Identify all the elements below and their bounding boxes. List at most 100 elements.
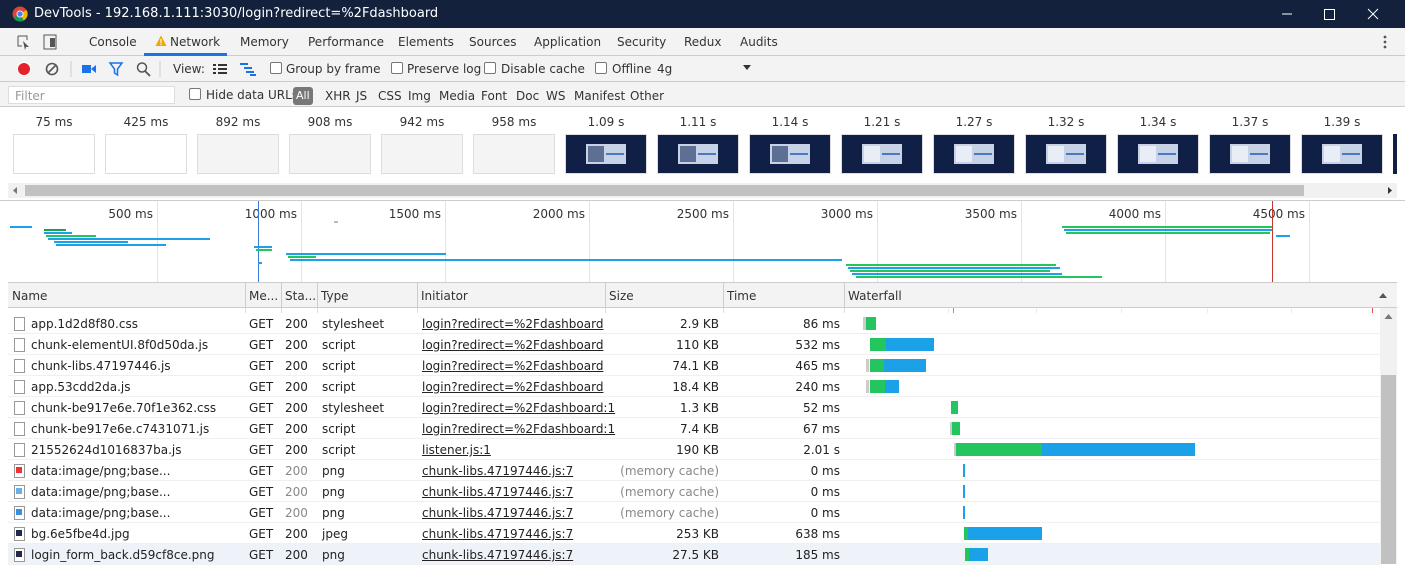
request-type: script	[322, 422, 356, 436]
request-name[interactable]: chunk-be917e6e.70f1e362.css	[31, 401, 217, 415]
preserve-log-label[interactable]: Preserve log	[407, 62, 482, 76]
filter-type[interactable]: Other	[630, 89, 665, 103]
scroll-up[interactable]	[1381, 311, 1396, 321]
tab[interactable]: Console	[89, 35, 137, 49]
filter-placeholder[interactable]: Filter	[15, 89, 45, 103]
table-row[interactable]	[8, 334, 1380, 355]
column-header[interactable]: Sta...	[285, 289, 317, 303]
filter-all[interactable]: All	[293, 87, 313, 105]
request-initiator[interactable]: login?redirect=%2Fdashboard	[422, 359, 604, 373]
tab[interactable]: Network	[170, 35, 221, 49]
filter-type[interactable]: WS	[546, 89, 566, 103]
frame-thumbnail[interactable]	[13, 134, 95, 174]
waterfall-bar	[954, 443, 956, 456]
frame-thumbnail[interactable]	[197, 134, 279, 174]
request-initiator[interactable]: login?redirect=%2Fdashboard	[422, 317, 604, 331]
more-menu[interactable]	[1378, 34, 1392, 50]
frame-thumbnail[interactable]	[381, 134, 463, 174]
request-name[interactable]: data:image/png;base...	[31, 464, 171, 478]
request-name[interactable]: data:image/png;base...	[31, 506, 171, 520]
request-name[interactable]: data:image/png;base...	[31, 485, 171, 499]
column-divider	[417, 283, 418, 308]
column-header[interactable]: Initiator	[421, 289, 468, 303]
toolbar-icons[interactable]	[14, 59, 274, 79]
frame-thumbnail[interactable]	[289, 134, 371, 174]
column-header[interactable]: Time	[727, 289, 757, 303]
filter-input[interactable]	[8, 86, 175, 104]
tab[interactable]: Performance	[308, 35, 385, 49]
throttle-select[interactable]: 4g	[657, 62, 673, 76]
request-name[interactable]: 21552624d1016837ba.js	[31, 443, 182, 457]
request-initiator[interactable]: login?redirect=%2Fdashboard	[422, 338, 604, 352]
hide-data-urls-label[interactable]: Hide data URLs	[206, 88, 299, 102]
filter-type[interactable]: Font	[481, 89, 508, 103]
tab[interactable]: Sources	[469, 35, 517, 49]
filter-type[interactable]: Manifest	[574, 89, 626, 103]
checkbox[interactable]	[484, 62, 496, 74]
tab[interactable]: Application	[534, 35, 602, 49]
column-header[interactable]: Waterfall	[848, 289, 902, 303]
request-initiator[interactable]: login?redirect=%2Fdashboard:1	[422, 401, 616, 415]
request-initiator[interactable]: login?redirect=%2Fdashboard:1	[422, 422, 616, 436]
window-controls[interactable]	[1270, 0, 1405, 28]
request-initiator[interactable]: chunk-libs.47197446.js:7	[422, 485, 574, 499]
request-initiator[interactable]: chunk-libs.47197446.js:7	[422, 548, 574, 562]
checkbox[interactable]	[391, 62, 403, 74]
table-scrollbar-thumb[interactable]	[1381, 375, 1396, 564]
file-icon-image	[16, 530, 22, 536]
column-header[interactable]: Me...	[249, 289, 279, 303]
table-row[interactable]	[8, 313, 1380, 334]
scroll-arrows[interactable]	[10, 185, 1395, 196]
request-name[interactable]: app.53cdd2da.js	[31, 380, 131, 394]
checkbox[interactable]	[270, 62, 282, 74]
table-row[interactable]	[8, 460, 1380, 481]
table-row[interactable]	[8, 397, 1380, 418]
frame-content	[1232, 146, 1248, 162]
table-row[interactable]	[8, 355, 1380, 376]
column-header[interactable]: Size	[609, 289, 634, 303]
checkbox[interactable]	[595, 62, 607, 74]
filter-type[interactable]: XHR	[325, 89, 351, 103]
table-row[interactable]	[8, 481, 1380, 502]
request-size: 110 KB	[676, 338, 719, 352]
tab[interactable]: Security	[617, 35, 667, 49]
table-row[interactable]	[8, 502, 1380, 523]
frame-thumbnail[interactable]	[473, 134, 555, 174]
request-name[interactable]: chunk-libs.47197446.js	[31, 359, 171, 373]
tab[interactable]: Memory	[240, 35, 289, 49]
frame-thumbnail[interactable]	[105, 134, 187, 174]
request-initiator[interactable]: listener.js:1	[422, 443, 491, 457]
column-header[interactable]: Type	[321, 289, 349, 303]
request-initiator[interactable]: chunk-libs.47197446.js:7	[422, 464, 574, 478]
frame-thumbnail[interactable]	[1393, 134, 1397, 174]
request-initiator[interactable]: chunk-libs.47197446.js:7	[422, 527, 574, 541]
column-header[interactable]: Name	[12, 289, 48, 303]
filter-type[interactable]: JS	[356, 89, 368, 103]
request-name[interactable]: app.1d2d8f80.css	[31, 317, 138, 331]
frame-content	[1140, 146, 1156, 162]
offline-label[interactable]: Offline	[612, 62, 652, 76]
throttle-dropdown-arrow[interactable]	[742, 64, 752, 72]
checkbox[interactable]	[189, 88, 201, 100]
request-time: 67 ms	[802, 422, 840, 436]
disable-cache-label[interactable]: Disable cache	[501, 62, 585, 76]
tab[interactable]: Audits	[740, 35, 778, 49]
request-name[interactable]: chunk-be917e6e.c7431071.js	[31, 422, 210, 436]
table-row[interactable]	[8, 418, 1380, 439]
filter-type[interactable]: Img	[408, 89, 431, 103]
tab[interactable]: Elements	[398, 35, 454, 49]
request-initiator[interactable]: chunk-libs.47197446.js:7	[422, 506, 574, 520]
group-by-frame-label[interactable]: Group by frame	[286, 62, 381, 76]
request-name[interactable]: bg.6e5fbe4d.jpg	[31, 527, 130, 541]
table-row[interactable]	[8, 376, 1380, 397]
scrollbar-thumb[interactable]	[25, 185, 1304, 196]
filter-type[interactable]: Media	[439, 89, 476, 103]
tab[interactable]: Redux	[684, 35, 722, 49]
request-name[interactable]: chunk-elementUI.8f0d50da.js	[31, 338, 209, 352]
request-initiator[interactable]: login?redirect=%2Fdashboard	[422, 380, 604, 394]
filter-type[interactable]: CSS	[378, 89, 402, 103]
request-name[interactable]: login_form_back.d59cf8ce.png	[31, 548, 215, 562]
frame-time: 1.34 s	[1139, 115, 1177, 129]
inspect-icons[interactable]	[14, 33, 64, 51]
filter-type[interactable]: Doc	[516, 89, 540, 103]
